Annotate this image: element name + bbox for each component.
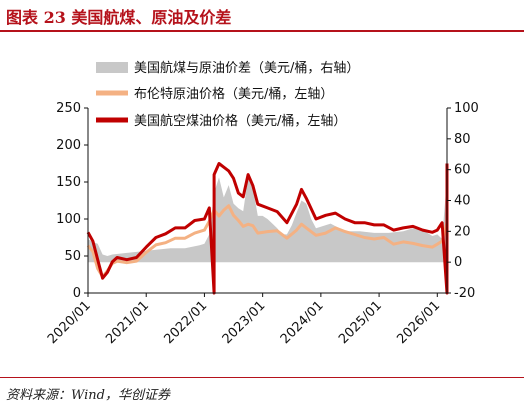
- legend-label: 美国航空煤油价格（美元/桶，左轴）: [134, 113, 346, 129]
- left-tick-label: 50: [64, 249, 81, 264]
- legend-label: 美国航煤与原油价差（美元/桶，右轴）: [134, 60, 359, 76]
- title-rule: [0, 30, 524, 32]
- right-tick-label: 60: [454, 163, 471, 178]
- spread-area: [88, 177, 447, 263]
- left-tick-label: 0: [73, 286, 81, 301]
- figure-header: 图表 23 美国航煤、原油及价差: [0, 0, 524, 30]
- x-tick-label: 2023/01: [220, 298, 269, 347]
- right-tick-label: 40: [454, 194, 471, 209]
- x-tick-label: 2021/01: [103, 298, 152, 347]
- right-tick-label: 80: [454, 132, 471, 147]
- right-tick-label: 0: [454, 255, 462, 270]
- x-tick-label: 2024/01: [278, 298, 327, 347]
- left-tick-label: 200: [56, 138, 81, 153]
- left-tick-label: 100: [56, 212, 81, 227]
- right-tick-label: 100: [454, 101, 479, 116]
- x-tick-label: 2022/01: [161, 298, 210, 347]
- source-note: 资料来源：Wind，华创证券: [6, 388, 170, 403]
- legend-label: 布伦特原油价格（美元/桶，左轴）: [134, 86, 333, 102]
- x-tick-label: 2025/01: [336, 298, 385, 347]
- legend-swatch-spread: [96, 62, 128, 73]
- right-tick-label: 20: [454, 224, 471, 239]
- bottom-rule: [0, 377, 524, 378]
- brent-line: [86, 204, 449, 279]
- right-tick-label: -20: [454, 286, 475, 301]
- jet-fuel-line: [86, 162, 449, 295]
- figure-title: 图表 23 美国航煤、原油及价差: [6, 8, 232, 27]
- left-tick-label: 150: [56, 175, 81, 190]
- x-tick-label: 2020/01: [45, 298, 94, 347]
- left-tick-label: 250: [56, 101, 81, 116]
- x-tick-label: 2026/01: [394, 298, 443, 347]
